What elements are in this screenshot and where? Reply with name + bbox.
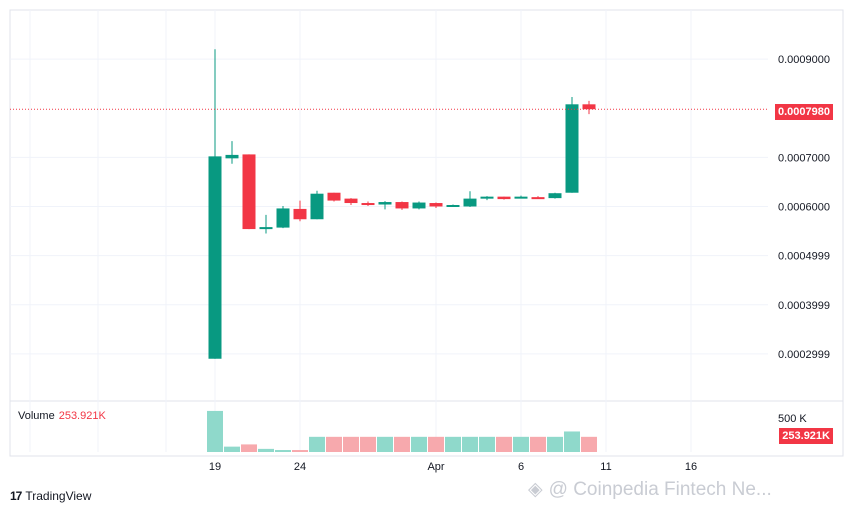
candle-body (310, 193, 324, 220)
date-tick-label: 11 (600, 461, 611, 473)
volume-bar (581, 436, 597, 452)
volume-bar (309, 436, 325, 452)
candle-body (429, 203, 443, 207)
date-axis: 19 24 Apr 6 11 16 (209, 461, 697, 473)
candle-body (463, 198, 477, 207)
date-tick-label: 19 (209, 461, 221, 473)
volume-bar (224, 446, 240, 452)
volume-bar (479, 436, 495, 452)
candle-body (480, 196, 494, 199)
chart-frame (9, 9, 844, 457)
date-tick-label: 6 (518, 461, 524, 473)
candle-body (276, 208, 290, 228)
volume-bar (445, 436, 461, 452)
candles (208, 49, 596, 359)
candle-body (344, 198, 358, 204)
volume-value: 253.921K (58, 410, 106, 422)
price-tick-label: 0.0002999 (778, 349, 830, 361)
volume-bar (530, 436, 546, 452)
date-tick-label: 24 (294, 461, 306, 473)
candle-body (531, 197, 545, 200)
candle-body (412, 202, 426, 209)
volume-legend: Volume 253.921K (18, 410, 106, 422)
volume-bars (207, 410, 597, 452)
volume-bar (564, 431, 580, 452)
volume-bar (513, 436, 529, 452)
watermark-text: @ Coinpedia Fintech Ne... (548, 478, 772, 500)
volume-bar (411, 436, 427, 452)
volume-bar (496, 436, 512, 452)
volume-bar (258, 448, 274, 452)
volume-bar (547, 436, 563, 452)
volume-bar (377, 436, 393, 452)
watermark: ◈ @ Coinpedia Fintech Ne... (528, 478, 772, 501)
volume-bar (207, 410, 223, 452)
volume-bar (292, 450, 308, 452)
volume-bar (275, 450, 291, 452)
price-axis: 0.0009000 0.0007000 0.0006000 0.0004999 0.00… (778, 54, 830, 425)
brand-name: TradingView (25, 489, 92, 503)
candle-body (242, 154, 256, 230)
candle-body (514, 196, 528, 199)
candle-body (548, 193, 562, 199)
candle-body (378, 202, 392, 205)
tradingview-brand[interactable]: 17 TradingView (10, 489, 91, 503)
candle-body (361, 203, 375, 206)
candle-body (446, 205, 460, 207)
date-tick-label: 16 (685, 461, 697, 473)
candle-body (259, 227, 273, 230)
candle-body (582, 104, 596, 110)
volume-bar (241, 444, 257, 452)
price-tick-label: 0.0007000 (778, 152, 830, 164)
volume-bar (394, 436, 410, 452)
price-tick-label: 0.0006000 (778, 201, 830, 213)
date-tick-label: Apr (427, 461, 444, 473)
volume-bar (428, 436, 444, 452)
candle-body (327, 192, 341, 201)
tradingview-logo-icon: 17 (10, 489, 22, 503)
price-tick-label: 0.0009000 (778, 54, 830, 66)
candle-body (225, 154, 239, 159)
price-tick-label: 0.0003999 (778, 300, 830, 312)
volume-label: Volume (18, 410, 55, 422)
volume-axis-tick: 500 K (778, 413, 807, 425)
coinpedia-logo-icon: ◈ (528, 479, 543, 500)
volume-bar (343, 436, 359, 452)
price-tick-label: 0.0004999 (778, 251, 830, 263)
candle-body (565, 104, 579, 193)
volume-bar (326, 436, 342, 452)
volume-badge: 253.921K (779, 428, 833, 444)
candle-body (293, 208, 307, 220)
candle-body (395, 202, 409, 209)
grid-lines (9, 9, 844, 457)
volume-bar (462, 436, 478, 452)
last-price-badge: 0.0007980 (775, 104, 833, 120)
volume-bar (360, 436, 376, 452)
candle-body (497, 196, 511, 200)
candle-body (208, 156, 222, 359)
